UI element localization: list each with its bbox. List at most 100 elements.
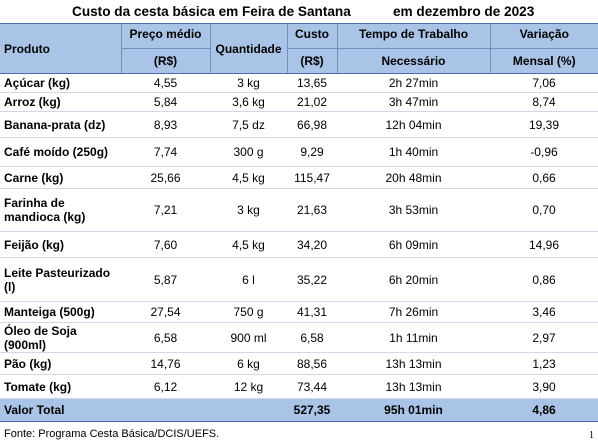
cell-custo: 73,44 [287,374,337,399]
table-row: Carne (kg) 25,66 4,5 kg 115,47 20h 48min… [0,166,598,189]
header-produto: Produto [0,23,121,74]
cell-quantidade: 3 kg [210,73,287,93]
cell-produto: Café moído (250g) [0,137,121,167]
cell-produto: Arroz (kg) [0,92,121,112]
cell-preco: 25,66 [121,166,210,189]
table-row: Óleo de Soja (900ml) 6,58 900 ml 6,58 1h… [0,322,598,353]
cell-tempo: 1h 40min [337,137,490,167]
header-tempo: Tempo de Trabalho Necessário [336,23,490,74]
cell-preco: 5,84 [121,92,210,112]
cell-quantidade: 300 g [210,137,287,167]
header-custo: Custo (R$) [286,23,337,74]
cell-custo: 9,29 [287,137,337,167]
table-row: Manteiga (500g) 27,54 750 g 41,31 7h 26m… [0,301,598,323]
cell-produto: Tomate (kg) [0,374,121,399]
table-row: Feijão (kg) 7,60 4,5 kg 34,20 6h 09min 1… [0,231,598,258]
cell-variacao: 0,86 [490,257,598,302]
table-row: Açúcar (kg) 4,55 3 kg 13,65 2h 27min 7,0… [0,73,598,93]
cell-tempo: 2h 27min [337,73,490,93]
cell-preco: 8,93 [121,111,210,138]
cell-preco: 14,76 [121,352,210,375]
cell-tempo: 3h 47min [337,92,490,112]
cell-variacao: 2,97 [490,322,598,353]
cell-custo: 21,63 [287,188,337,232]
cell-produto: Carne (kg) [0,166,121,189]
title-period: em dezembro de 2023 [393,4,535,19]
cell-produto: Açúcar (kg) [0,73,121,93]
cell-custo: 66,98 [287,111,337,138]
table-row: Tomate (kg) 6,12 12 kg 73,44 13h 13min 3… [0,374,598,399]
cell-tempo: 3h 53min [337,188,490,232]
cell-preco: 5,87 [121,257,210,302]
cell-quantidade: 4,5 kg [210,231,287,258]
cell-tempo: 1h 11min [337,322,490,353]
basic-basket-table: Produto Preço médio (R$) Quantidade Cust… [0,23,598,422]
cell-variacao: 3,90 [490,374,598,399]
cell-preco: 6,58 [121,322,210,353]
cell-custo: 88,56 [287,352,337,375]
total-preco-empty [121,398,210,422]
cell-variacao: 0,70 [490,188,598,232]
cell-preco: 27,54 [121,301,210,323]
cell-variacao: 7,06 [490,73,598,93]
cell-quantidade: 6 kg [210,352,287,375]
cell-custo: 115,47 [287,166,337,189]
total-row: Valor Total 527,35 95h 01min 4,86 [0,398,598,422]
table-row: Banana-prata (dz) 8,93 7,5 dz 66,98 12h … [0,111,598,138]
cell-custo: 21,02 [287,92,337,112]
cell-custo: 35,22 [287,257,337,302]
header-row: Produto Preço médio (R$) Quantidade Cust… [0,23,598,74]
table-row: Farinha de mandioca (kg) 7,21 3 kg 21,63… [0,188,598,232]
cell-variacao: 19,39 [490,111,598,138]
cell-variacao: 0,66 [490,166,598,189]
cell-tempo: 13h 13min [337,374,490,399]
cell-preco: 7,60 [121,231,210,258]
cell-variacao: 14,96 [490,231,598,258]
header-variacao: Variação Mensal (%) [489,23,598,74]
cell-produto: Pão (kg) [0,352,121,375]
cell-tempo: 6h 20min [337,257,490,302]
cell-variacao: 1,23 [490,352,598,375]
total-quantidade-empty [210,398,287,422]
cell-custo: 41,31 [287,301,337,323]
table-row: Café moído (250g) 7,74 300 g 9,29 1h 40m… [0,137,598,167]
page-number: 1 [589,430,594,441]
total-tempo: 95h 01min [337,398,490,422]
header-quantidade: Quantidade [209,23,287,74]
cell-produto: Banana-prata (dz) [0,111,121,138]
total-label: Valor Total [0,398,121,422]
cell-quantidade: 3 kg [210,188,287,232]
cell-produto: Óleo de Soja (900ml) [0,322,121,353]
table-title: Custo da cesta básica em Feira de Santan… [0,1,598,23]
table-row: Arroz (kg) 5,84 3,6 kg 21,02 3h 47min 8,… [0,92,598,112]
cell-quantidade: 4,5 kg [210,166,287,189]
cell-produto: Feijão (kg) [0,231,121,258]
cell-custo: 34,20 [287,231,337,258]
cell-preco: 6,12 [121,374,210,399]
cell-tempo: 13h 13min [337,352,490,375]
cell-quantidade: 7,5 dz [210,111,287,138]
cell-produto: Farinha de mandioca (kg) [0,188,121,232]
cell-tempo: 12h 04min [337,111,490,138]
cell-quantidade: 12 kg [210,374,287,399]
cell-variacao: 3,46 [490,301,598,323]
cell-tempo: 20h 48min [337,166,490,189]
cell-produto: Leite Pasteurizado (l) [0,257,121,302]
cell-tempo: 7h 26min [337,301,490,323]
cell-custo: 6,58 [287,322,337,353]
table-row: Leite Pasteurizado (l) 5,87 6 l 35,22 6h… [0,257,598,302]
cell-preco: 7,74 [121,137,210,167]
cell-preco: 7,21 [121,188,210,232]
cell-custo: 13,65 [287,73,337,93]
cell-preco: 4,55 [121,73,210,93]
cell-quantidade: 750 g [210,301,287,323]
cell-quantidade: 900 ml [210,322,287,353]
table-row: Pão (kg) 14,76 6 kg 88,56 13h 13min 1,23 [0,352,598,375]
total-custo: 527,35 [287,398,337,422]
cell-produto: Manteiga (500g) [0,301,121,323]
cell-variacao: -0,96 [490,137,598,167]
source-note: Fonte: Programa Cesta Básica/DCIS/UEFS. [4,428,220,440]
cell-quantidade: 6 l [210,257,287,302]
cell-variacao: 8,74 [490,92,598,112]
cell-tempo: 6h 09min [337,231,490,258]
